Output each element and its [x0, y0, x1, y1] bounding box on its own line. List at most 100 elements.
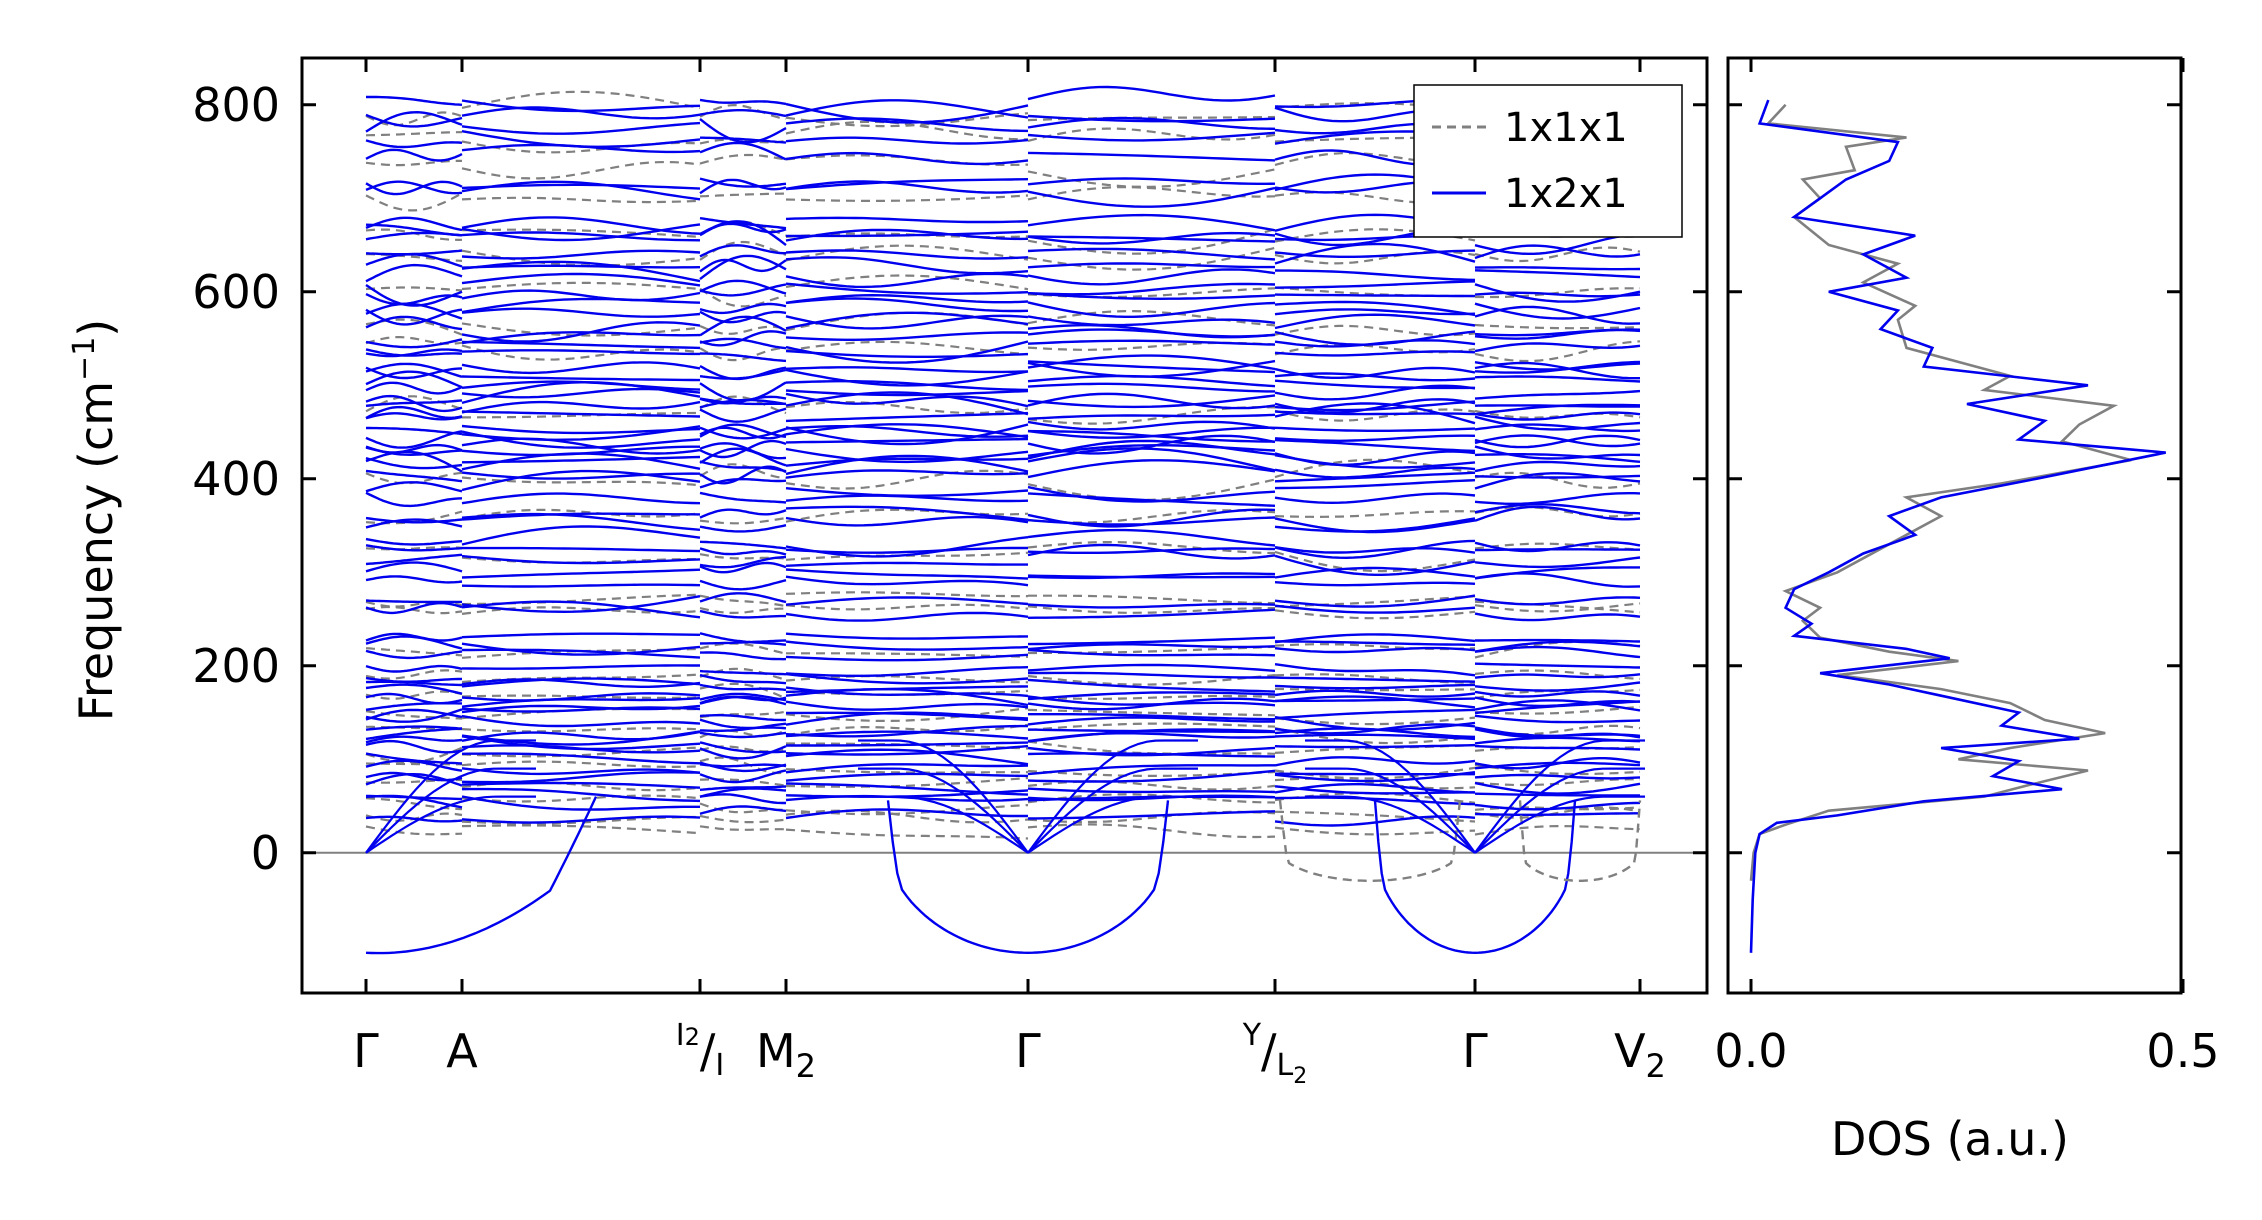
- band-line-1x2x1: [1274, 566, 1476, 579]
- band-line-1x2x1: [785, 808, 1028, 820]
- band-line-1x1x1: [785, 120, 1028, 141]
- band-line-1x2x1: [461, 815, 701, 824]
- band-line-1x2x1: [1474, 726, 1641, 737]
- band-line-1x1x1: [461, 746, 701, 758]
- band-line-1x2x1: [1027, 663, 1276, 672]
- band-line-1x2x1: [365, 338, 463, 349]
- band-line-1x2x1: [785, 423, 1029, 446]
- band-line-1x2x1: [785, 672, 1029, 685]
- band-line-1x1x1: [1027, 168, 1276, 188]
- band-line-1x2x1: [1474, 744, 1641, 751]
- band-line-1x2x1: [1027, 301, 1276, 318]
- band-line-1x2x1: [785, 311, 1029, 330]
- band-line-1x2x1: [1274, 663, 1476, 677]
- band-line-1x2x1: [365, 537, 463, 546]
- band-line-1x2x1: [1027, 764, 1275, 776]
- band-line-1x2x1: [461, 595, 701, 614]
- band-line-1x2x1: [699, 785, 787, 791]
- band-line-1x1x1: [1027, 793, 1276, 804]
- band-line-1x2x1: [1027, 426, 1276, 439]
- band-line-1x2x1: [1027, 186, 1276, 208]
- band-line-1x2x1: [461, 106, 701, 120]
- y-axis-label-main: Frequency (cm: [69, 381, 123, 721]
- band-line-1x1x1: [699, 153, 787, 165]
- band-line-1x2x1: [699, 745, 787, 760]
- band-line-1x2x1: [1274, 554, 1476, 576]
- band-line-1x2x1: [461, 321, 701, 343]
- band-line-1x1x1: [365, 286, 463, 292]
- band-line-1x2x1: [365, 752, 463, 765]
- band-line-1x2x1: [1027, 339, 1276, 346]
- band-line-1x1x1: [461, 781, 701, 792]
- band-line-1x2x1: [785, 772, 1029, 782]
- kpoint-v2: V2: [1614, 1024, 1666, 1085]
- band-line-1x2x1: [1027, 746, 1276, 757]
- kpoint-m2-subscript: 2: [796, 1047, 816, 1085]
- band-line-1x2x1: [1474, 696, 1641, 708]
- band-line-1x1x1: [1474, 602, 1641, 613]
- band-line-1x2x1: [785, 411, 1029, 423]
- band-line-1x1x1: [1474, 825, 1641, 836]
- legend: 1x1x1 1x2x1: [1413, 84, 1683, 238]
- band-line-1x2x1: [461, 387, 701, 399]
- band-line-1x2x1: [1027, 547, 1276, 554]
- dos-panel: 0.0 0.5 DOS (a.u.): [1714, 56, 2220, 1166]
- dos-x-tick-label: 0.0: [1714, 1024, 1787, 1078]
- band-line-1x2x1: [786, 230, 1029, 238]
- band-line-1x1x1: [699, 516, 787, 525]
- band-line-1x1x1: [1027, 127, 1276, 142]
- band-line-1x2x1: [699, 718, 787, 730]
- band-line-1x2x1: [785, 297, 1029, 313]
- band-line-1x2x1: [785, 180, 1029, 194]
- band-line-1x2x1: [699, 465, 787, 485]
- band-line-1x2x1: [365, 450, 463, 473]
- band-line-1x1x1: [461, 281, 701, 291]
- band-line-1x2x1: [1027, 354, 1276, 371]
- dos-x-axis-label: DOS (a.u.): [1831, 1112, 2069, 1166]
- band-line-1x1x1: [365, 797, 463, 811]
- band-line-1x2x1: [461, 307, 701, 318]
- band-line-1x2x1: [1027, 262, 1275, 269]
- band-line-1x2x1: [461, 430, 701, 449]
- band-line-1x2x1: [785, 686, 1029, 698]
- band-line-1x1x1: [461, 815, 701, 825]
- band-line-1x2x1: [1474, 781, 1641, 795]
- band-line-1x1x1: [1027, 341, 1276, 351]
- band-line-1x2x1: [699, 330, 787, 347]
- band-line-1x2x1: [785, 249, 1029, 260]
- band-line-1x2x1: [699, 315, 787, 337]
- band-line-1x2x1: [1274, 479, 1476, 490]
- band-line-1x1x1: [785, 469, 1029, 490]
- band-line-1x2x1: [1027, 608, 1276, 619]
- band-line-1x1x1: [461, 476, 701, 487]
- band-line-1x1x1: [699, 103, 787, 120]
- band-line-1x1x1: [785, 194, 1029, 202]
- band-line-1x2x1: [1274, 640, 1476, 646]
- dos-curves: [1749, 99, 2166, 953]
- band-line-1x2x1: [461, 223, 701, 242]
- band-line-1x2x1: [1474, 556, 1641, 569]
- kpoint-m2-letter: M: [756, 1024, 796, 1078]
- band-line-1x2x1: [365, 469, 463, 483]
- acoustic-branch: [1305, 795, 1476, 854]
- band-line-1x2x1: [461, 289, 701, 302]
- band-line-1x2x1: [461, 787, 701, 803]
- band-line-1x2x1: [785, 505, 1029, 521]
- band-line-1x1x1: [461, 508, 701, 520]
- band-line-1x2x1: [365, 216, 463, 232]
- band-line-1x1x1: [1027, 310, 1276, 327]
- band-line-1x2x1: [785, 391, 1029, 416]
- band-line-1x2x1: [365, 544, 463, 552]
- band-line-1x2x1: [1274, 695, 1476, 709]
- band-line-1x1x1: [1474, 600, 1641, 614]
- band-ticks: [302, 58, 1707, 993]
- band-line-1x2x1: [1027, 85, 1276, 102]
- y-axis-label-superscript: −1: [67, 337, 102, 381]
- band-line-1x2x1: [785, 487, 1029, 498]
- acoustic-branch: [858, 739, 1029, 854]
- band-line-1x2x1: [461, 231, 701, 242]
- band-line-1x2x1: [1027, 151, 1276, 162]
- band-line-1x2x1: [1027, 282, 1276, 296]
- band-line-1x1x1: [1474, 724, 1641, 736]
